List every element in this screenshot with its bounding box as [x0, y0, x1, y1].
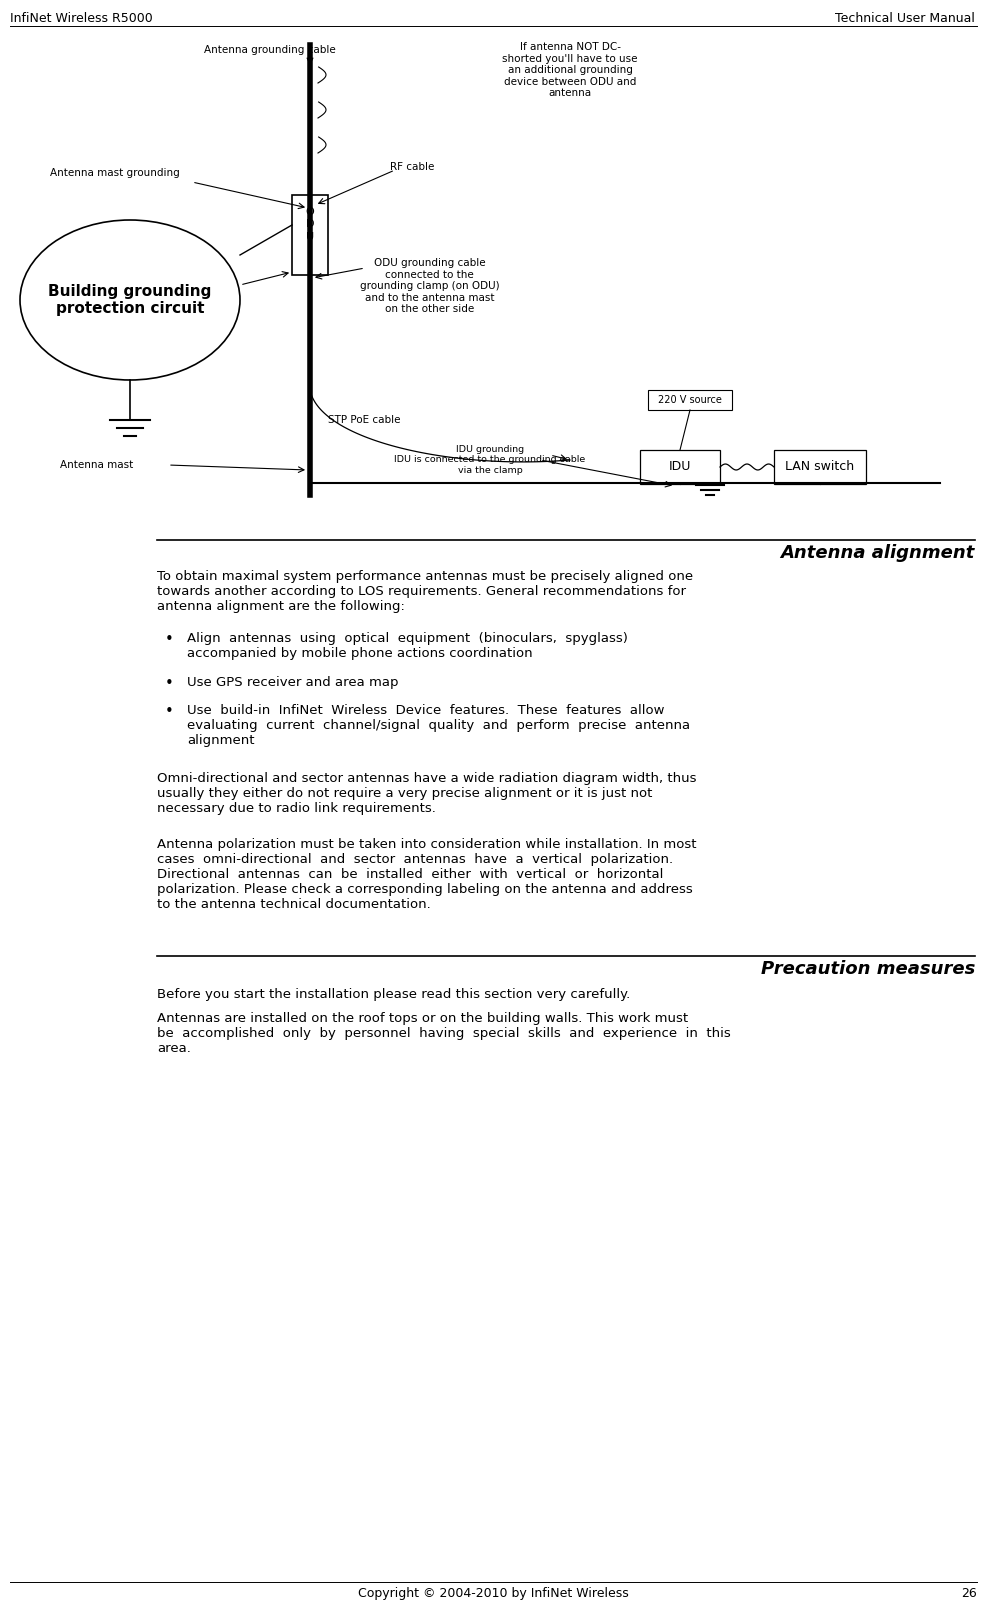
Text: Copyright © 2004-2010 by InfiNet Wireless: Copyright © 2004-2010 by InfiNet Wireles…: [357, 1588, 628, 1600]
Bar: [773, 450, 865, 484]
Text: RF cable: RF cable: [389, 162, 434, 171]
Text: Before you start the installation please read this section very carefully.: Before you start the installation please…: [157, 988, 630, 1001]
Text: Antenna mast: Antenna mast: [60, 460, 133, 469]
Text: 220 V source: 220 V source: [658, 396, 721, 405]
Text: Antenna grounding cable: Antenna grounding cable: [204, 45, 335, 54]
Bar: [648, 389, 732, 410]
Text: O
D
U: O D U: [306, 207, 315, 242]
Text: •: •: [165, 703, 174, 719]
Text: Antenna polarization must be taken into consideration while installation. In mos: Antenna polarization must be taken into …: [157, 838, 696, 912]
Text: Use GPS receiver and area map: Use GPS receiver and area map: [186, 676, 398, 689]
Text: STP PoE cable: STP PoE cable: [327, 415, 400, 425]
Text: •: •: [165, 633, 174, 647]
Ellipse shape: [20, 219, 240, 380]
Text: Antennas are installed on the roof tops or on the building walls. This work must: Antennas are installed on the roof tops …: [157, 1012, 730, 1056]
Text: If antenna NOT DC-
shorted you'll have to use
an additional grounding
device bet: If antenna NOT DC- shorted you'll have t…: [502, 42, 637, 98]
Text: •: •: [165, 676, 174, 690]
Text: ODU grounding cable
connected to the
grounding clamp (on ODU)
and to the antenna: ODU grounding cable connected to the gro…: [360, 258, 499, 314]
Bar: [639, 450, 719, 484]
Text: InfiNet Wireless R5000: InfiNet Wireless R5000: [10, 11, 153, 26]
Bar: [292, 195, 327, 276]
Text: 26: 26: [960, 1588, 976, 1600]
Text: Align  antennas  using  optical  equipment  (binoculars,  spyglass)
accompanied : Align antennas using optical equipment (…: [186, 633, 627, 660]
Text: To obtain maximal system performance antennas must be precisely aligned one
towa: To obtain maximal system performance ant…: [157, 570, 692, 614]
Text: Antenna alignment: Antenna alignment: [780, 545, 974, 562]
Text: Building grounding
protection circuit: Building grounding protection circuit: [48, 284, 211, 316]
Text: Precaution measures: Precaution measures: [760, 960, 974, 977]
Text: Technical User Manual: Technical User Manual: [834, 11, 974, 26]
Text: Omni-directional and sector antennas have a wide radiation diagram width, thus
u: Omni-directional and sector antennas hav…: [157, 772, 696, 815]
Text: IDU: IDU: [669, 460, 690, 474]
Text: IDU grounding
IDU is connected to the grounding cable
via the clamp: IDU grounding IDU is connected to the gr…: [394, 445, 585, 474]
Text: Antenna mast grounding: Antenna mast grounding: [50, 168, 179, 178]
Text: LAN switch: LAN switch: [785, 460, 854, 474]
Text: Use  build-in  InfiNet  Wireless  Device  features.  These  features  allow
eval: Use build-in InfiNet Wireless Device fea…: [186, 703, 689, 747]
